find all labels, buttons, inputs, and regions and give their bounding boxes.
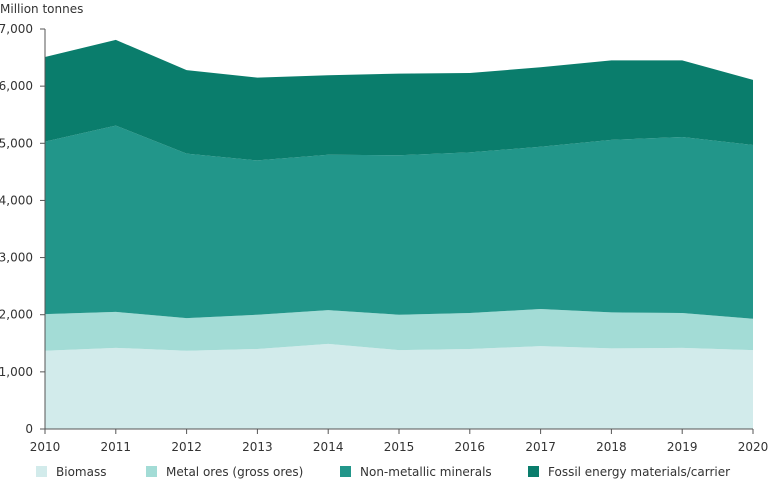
x-tick-label: 2012 [171, 440, 202, 454]
area-non-metallic-minerals [45, 125, 753, 319]
legend-item: Biomass [36, 465, 106, 479]
legend-label: Fossil energy materials/carrier [548, 465, 730, 479]
x-tick-label: 2011 [101, 440, 132, 454]
y-tick-label: 4,000 [0, 193, 33, 207]
legend-item: Non-metallic minerals [340, 465, 492, 479]
x-tick-label: 2015 [384, 440, 415, 454]
legend-swatch [146, 466, 157, 477]
legend-item: Fossil energy materials/carrier [528, 465, 730, 479]
y-tick-label: 5,000 [0, 136, 33, 150]
areas [45, 39, 753, 429]
legend-swatch [528, 466, 539, 477]
area-metal-ores-gross-ores [45, 309, 753, 351]
y-tick-label: 1,000 [0, 365, 33, 379]
legend-label: Non-metallic minerals [360, 465, 492, 479]
y-tick-label: 6,000 [0, 79, 33, 93]
legend-label: Biomass [56, 465, 106, 479]
legend-swatch [340, 466, 351, 477]
y-axis-label: Million tonnes [0, 2, 83, 16]
legend: Biomass Metal ores (gross ores) Non-metall… [36, 465, 730, 479]
x-tick-label: 2017 [525, 440, 556, 454]
x-tick-label: 2020 [738, 440, 768, 454]
y-tick-label: 7,000 [0, 22, 33, 36]
x-tick-label: 2010 [30, 440, 61, 454]
x-tick-label: 2016 [455, 440, 486, 454]
y-axis: 0 1,000 2,000 3,000 4,000 5,000 6,000 7,000 [0, 22, 46, 436]
legend-label: Metal ores (gross ores) [166, 465, 303, 479]
x-tick-label: 2013 [242, 440, 273, 454]
y-tick-label: 0 [25, 422, 33, 436]
x-tick-label: 2018 [596, 440, 627, 454]
area-biomass [45, 343, 753, 429]
y-tick-label: 3,000 [0, 251, 33, 265]
x-tick-label: 2019 [667, 440, 698, 454]
legend-item: Metal ores (gross ores) [146, 465, 303, 479]
x-tick-label: 2014 [313, 440, 344, 454]
x-axis: 2010 2011 2012 2013 2014 2015 2016 2017 2018 2019… [30, 428, 768, 454]
y-tick-label: 2,000 [0, 308, 33, 322]
legend-swatch [36, 466, 47, 477]
area-fossil-energy-materials-carrier [45, 39, 753, 161]
